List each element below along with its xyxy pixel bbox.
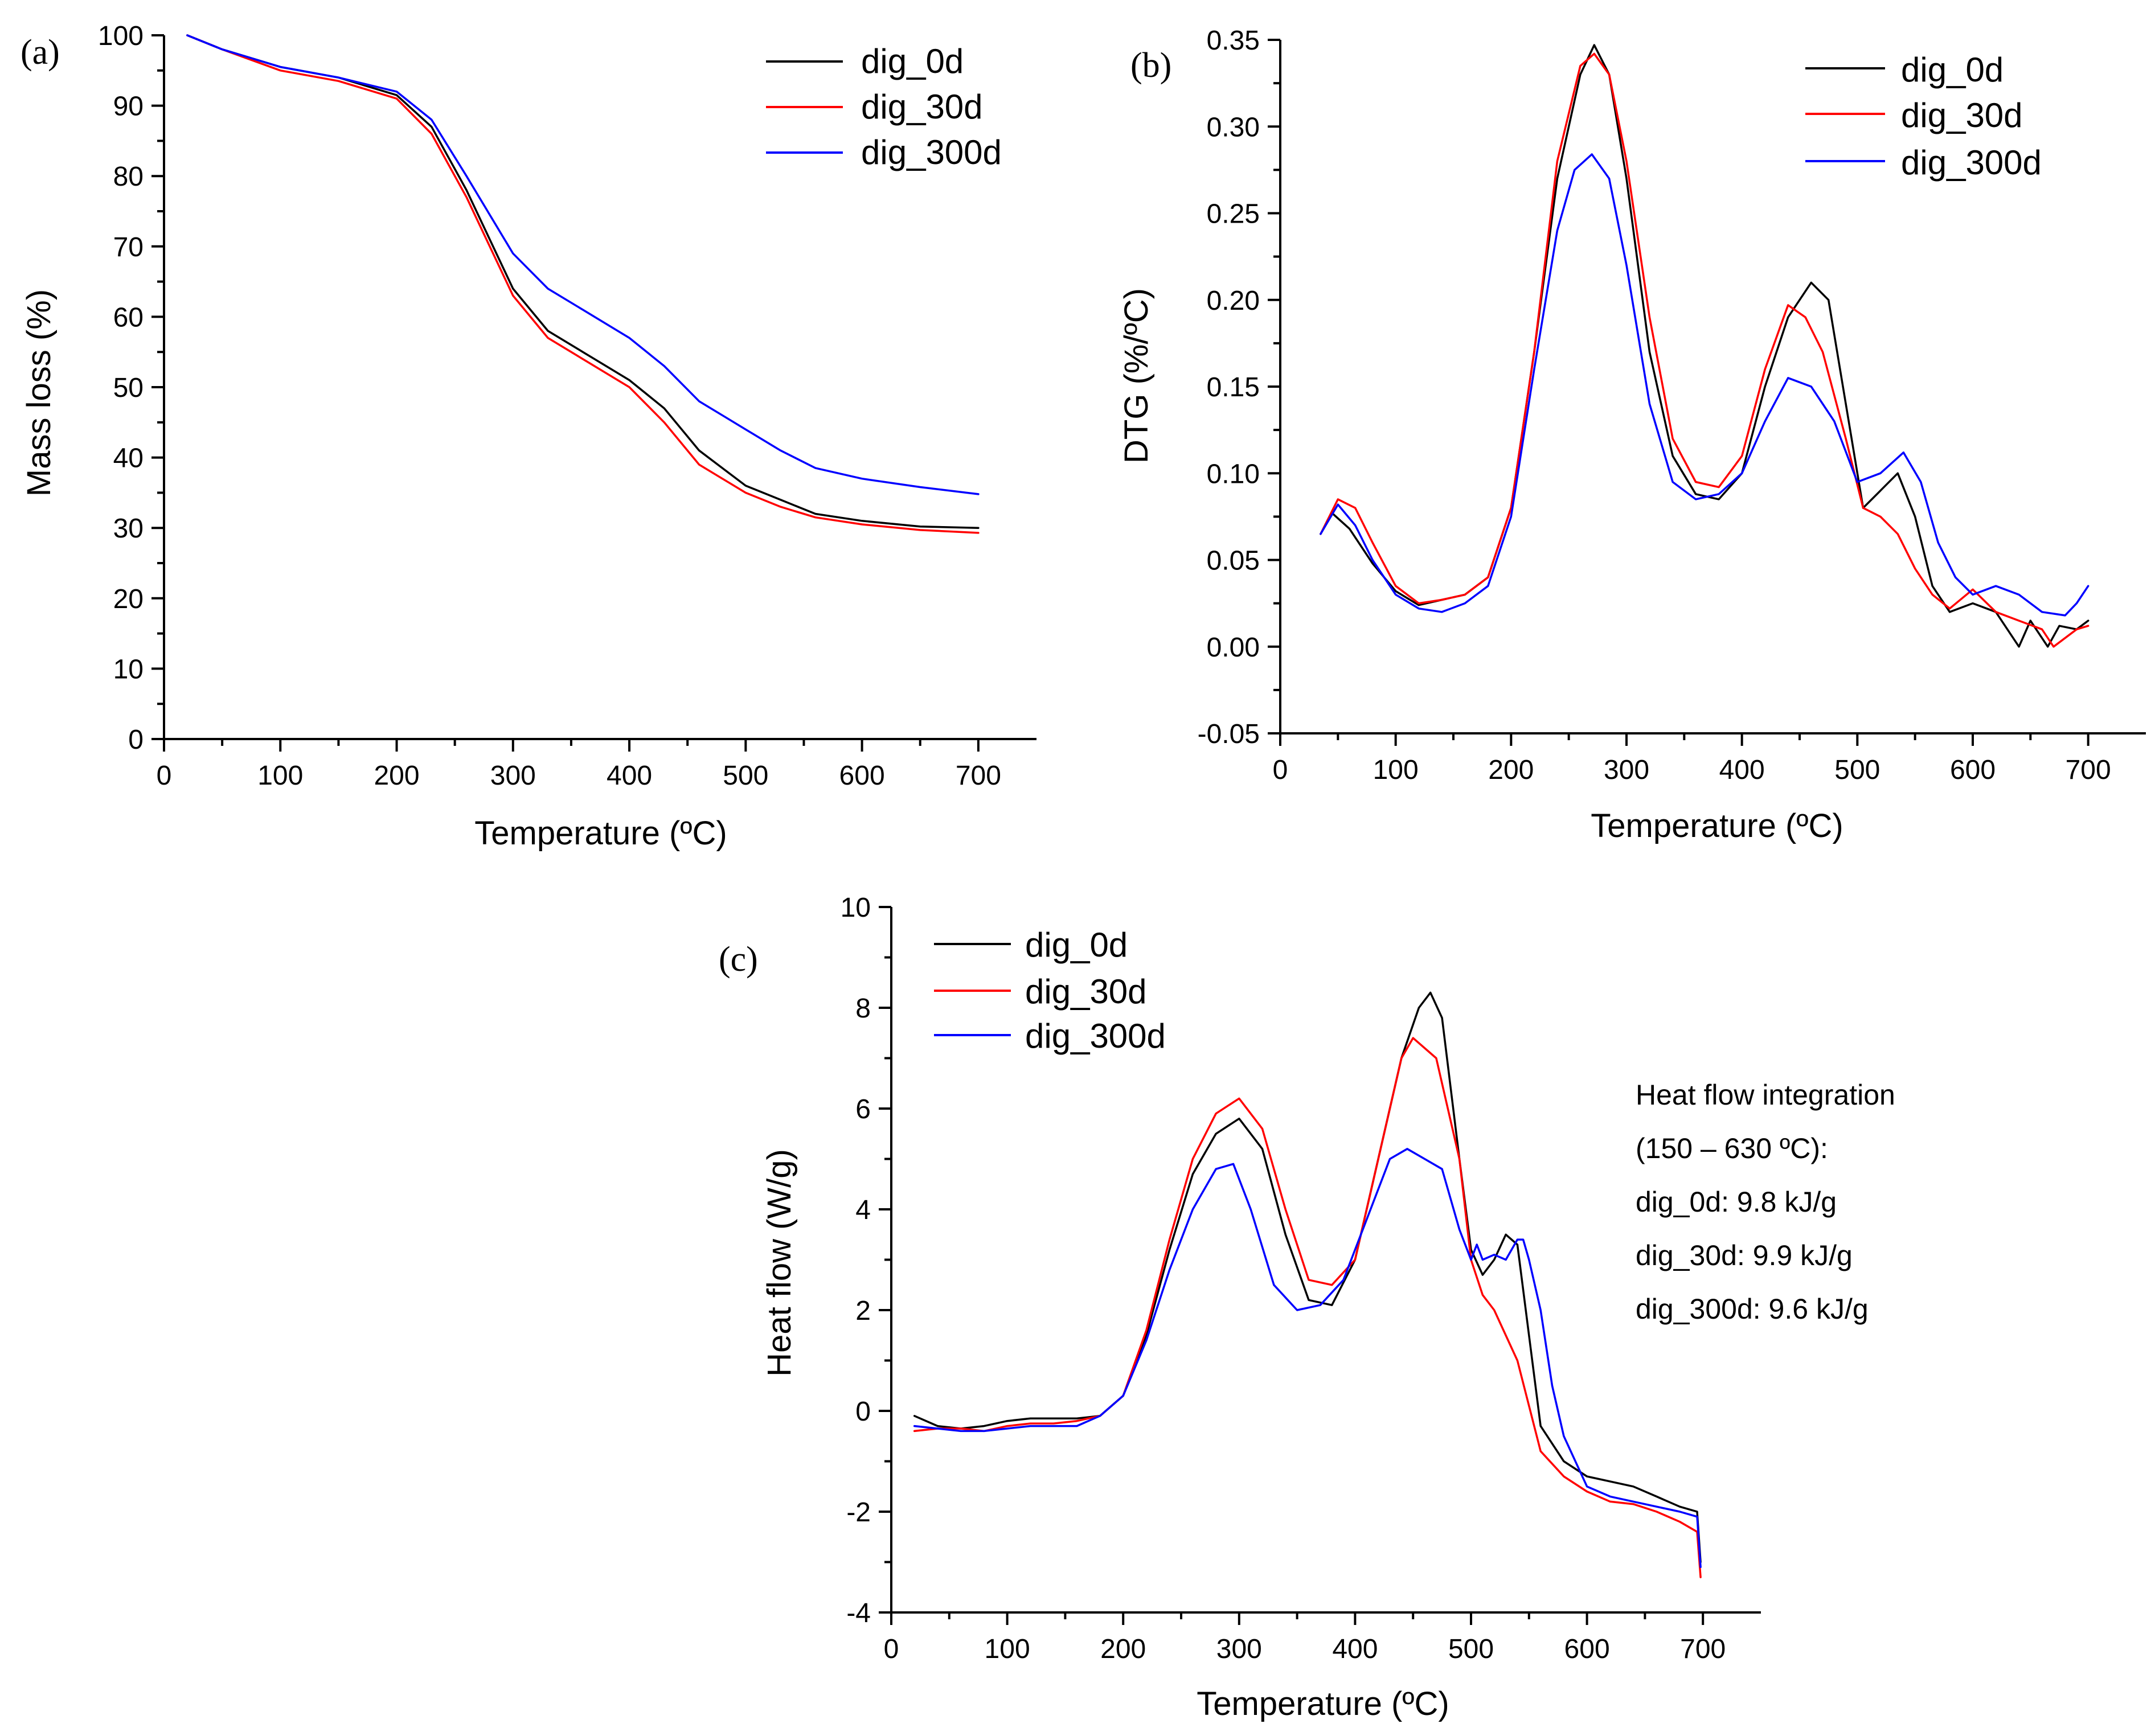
x-tick-label-c: 0 (884, 1634, 899, 1664)
y-tick-label-b: 0.10 (1207, 459, 1260, 489)
legend-a: dig_0d dig_30d dig_300d (766, 42, 1002, 171)
x-tick-label-b: 700 (2066, 755, 2111, 785)
series-line-a-dig-30d (186, 34, 980, 534)
x-tick-label-a: 200 (374, 761, 419, 791)
y-axis-title-c: Heat flow (W/g) (761, 1149, 798, 1377)
y-tick-label-a: 100 (98, 21, 144, 51)
series-line-b-dig-30d (1320, 52, 2090, 648)
x-tick-label-a: 100 (257, 761, 303, 791)
annotation-line-5: dig_300d: 9.6 kJ/g (1636, 1293, 1869, 1325)
plot-area-a: 0 100 200 300 400 500 600 700 0 10 20 30 40 50 60 70 80 9… (98, 21, 1036, 791)
x-tick-label-c: 400 (1332, 1634, 1378, 1664)
x-tick-label-c: 300 (1216, 1634, 1262, 1664)
x-tick-label-b: 0 (1273, 755, 1288, 785)
x-tick-label-c: 500 (1448, 1634, 1494, 1664)
x-tick-label-b: 100 (1373, 755, 1419, 785)
x-tick-label-c: 100 (985, 1634, 1030, 1664)
legend-label-c-dig-30d: dig_30d (1025, 972, 1147, 1011)
y-axis-title-a: Mass loss (%) (21, 289, 58, 496)
legend-b: dig_0d dig_30d dig_300d (1805, 51, 2042, 182)
series-line-c-dig-300d (913, 1148, 1702, 1569)
heat-flow-annotation: Heat flow integration (150 – 630 ºC): di… (1636, 1079, 1895, 1325)
y-tick-label-c: 10 (841, 893, 871, 923)
plot-area-c: 0 100 200 300 400 500 600 700 -4 -2 0 2 4 6 8 10 (841, 893, 1761, 1664)
y-tick-label-c: 2 (855, 1296, 871, 1326)
x-axis-title-b: Temperature (ºC) (1591, 807, 1843, 844)
y-tick-label-b: 0.05 (1207, 546, 1260, 576)
y-tick-label-a: 50 (113, 373, 144, 403)
x-tick-label-b: 500 (1834, 755, 1880, 785)
x-axis-title-a: Temperature (ºC) (474, 815, 727, 852)
y-tick-label-c: 4 (855, 1195, 871, 1225)
panel-label-b: (b) (1130, 46, 1171, 85)
series-line-c-dig-30d (913, 1037, 1702, 1578)
panel-label-a: (a) (21, 33, 60, 72)
y-tick-label-c: 8 (855, 994, 871, 1024)
x-tick-label-b: 400 (1719, 755, 1765, 785)
y-axis-title-b: DTG (%/ºC) (1118, 288, 1155, 463)
y-tick-label-c: -4 (846, 1598, 871, 1628)
legend-label-a-dig-0d: dig_0d (861, 42, 964, 80)
x-tick-label-a: 0 (157, 761, 172, 791)
y-tick-label-a: 30 (113, 514, 144, 544)
y-tick-label-b: 0.00 (1207, 633, 1260, 663)
y-tick-label-b: -0.05 (1198, 719, 1260, 749)
y-tick-label-c: 6 (855, 1094, 871, 1124)
y-tick-label-a: 10 (113, 654, 144, 684)
x-tick-label-c: 700 (1680, 1634, 1726, 1664)
legend-label-a-dig-30d: dig_30d (861, 88, 983, 126)
legend-label-b-dig-0d: dig_0d (1901, 51, 2004, 89)
plot-area-b: 0 100 200 300 400 500 600 700 -0.05 0.00 0.05 0.10 0… (1198, 26, 2146, 785)
series-line-b-dig-0d (1320, 44, 2090, 648)
series-line-a-dig-0d (186, 34, 980, 529)
y-tick-label-b: 0.30 (1207, 112, 1260, 142)
y-tick-label-a: 40 (113, 444, 144, 474)
panel-b: (b) 0 100 200 300 400 500 600 700-0.050.000.050… (1118, 26, 2146, 844)
panel-c: (c) 0 100 200 300 400 500 600 700 -4 -2 0 2 4 6 8 10 Te… (719, 893, 1895, 1722)
legend-label-b-dig-300d: dig_300d (1901, 143, 2042, 182)
x-tick-label-a: 300 (490, 761, 536, 791)
x-tick-label-c: 600 (1564, 1634, 1610, 1664)
series-line-a-dig-300d (186, 34, 980, 495)
x-tick-label-a: 600 (839, 761, 885, 791)
x-tick-label-b: 200 (1488, 755, 1534, 785)
y-tick-label-a: 90 (113, 92, 144, 122)
legend-label-c-dig-300d: dig_300d (1025, 1017, 1166, 1055)
y-tick-label-a: 60 (113, 302, 144, 333)
x-tick-label-a: 500 (723, 761, 768, 791)
panel-label-c: (c) (719, 940, 758, 979)
x-axis-title-c: Temperature (ºC) (1197, 1685, 1449, 1722)
legend-c: dig_0d dig_30d dig_300d (934, 926, 1166, 1055)
y-tick-label-c: 0 (855, 1397, 871, 1427)
panel-a: (a) 0 100 200 300 400 500 600 700 0 10 20 30 40 50 60 7… (21, 21, 1036, 852)
y-tick-label-b: 0.35 (1207, 26, 1260, 56)
y-tick-label-c: -2 (846, 1497, 871, 1528)
x-tick-label-a: 700 (956, 761, 1001, 791)
legend-label-b-dig-30d: dig_30d (1901, 96, 2023, 134)
x-tick-label-a: 400 (607, 761, 652, 791)
annotation-line-1: Heat flow integration (1636, 1079, 1895, 1111)
annotation-line-4: dig_30d: 9.9 kJ/g (1636, 1240, 1853, 1271)
annotation-line-2: (150 – 630 ºC): (1636, 1132, 1828, 1164)
y-tick-label-b: 0.15 (1207, 372, 1260, 403)
x-tick-label-b: 300 (1604, 755, 1649, 785)
legend-label-c-dig-0d: dig_0d (1025, 926, 1128, 964)
annotation-line-3: dig_0d: 9.8 kJ/g (1636, 1186, 1837, 1218)
y-tick-label-b: 0.25 (1207, 199, 1260, 229)
x-tick-label-c: 200 (1100, 1634, 1146, 1664)
series-line-b-dig-300d (1320, 153, 2090, 617)
x-tick-label-b: 600 (1950, 755, 1996, 785)
legend-label-a-dig-300d: dig_300d (861, 133, 1002, 171)
y-tick-label-a: 20 (113, 584, 144, 614)
y-tick-label-a: 0 (128, 725, 144, 755)
y-tick-label-b: 0.20 (1207, 286, 1260, 316)
y-tick-label-a: 80 (113, 162, 144, 192)
y-tick-label-a: 70 (113, 232, 144, 262)
